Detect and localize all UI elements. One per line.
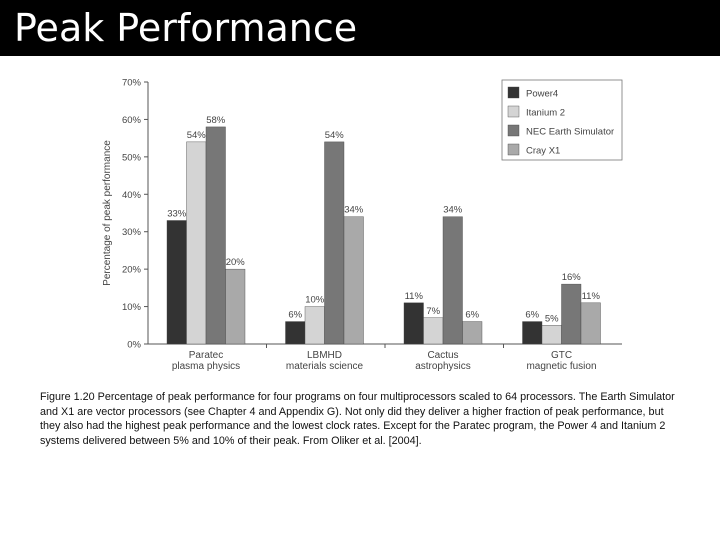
y-tick-label: 40% [122, 190, 142, 201]
bar [343, 216, 364, 345]
data-label: 34% [443, 205, 463, 216]
x-tick-label: magnetic fusion [526, 361, 596, 372]
bar [324, 141, 345, 345]
legend-swatch [507, 105, 520, 118]
x-tick-label: LBMHD [307, 350, 342, 361]
x-tick-label: plasma physics [172, 361, 240, 372]
data-label: 33% [167, 208, 187, 219]
data-label: 11% [582, 291, 601, 302]
y-tick-label: 30% [122, 227, 142, 238]
legend-swatch [507, 124, 520, 137]
y-tick-label: 20% [122, 265, 142, 276]
legend-label: Power4 [526, 89, 558, 100]
x-tick-label: Cactus [427, 350, 458, 361]
bar [442, 216, 463, 345]
legend-box [501, 79, 623, 161]
bar [205, 126, 226, 345]
bar [522, 321, 543, 345]
data-label: 5% [545, 313, 559, 324]
slide-title: Peak Performance [14, 6, 358, 50]
legend-swatch [507, 86, 520, 99]
bar [541, 325, 562, 345]
legend-label: Itanium 2 [526, 108, 565, 119]
data-label: 6% [525, 310, 539, 321]
data-label: 58% [206, 115, 226, 126]
data-label: 7% [426, 306, 440, 317]
x-tick-label: materials science [286, 361, 364, 372]
y-tick-label: 50% [122, 152, 142, 163]
y-tick-label: 10% [122, 302, 142, 313]
bar-chart: 0% 10% 20% 30% 40% 50% 60% 70% Percentage of pea… [102, 78, 623, 372]
data-label: 11% [405, 291, 424, 302]
data-label: 10% [305, 295, 325, 306]
y-tick-label: 60% [122, 115, 142, 126]
x-tick-label: astrophysics [415, 361, 471, 372]
x-tick-label: Paratec [189, 350, 223, 361]
bar [462, 321, 483, 345]
bar [561, 283, 582, 345]
bar [304, 306, 325, 345]
data-label: 54% [187, 130, 207, 141]
bar [403, 302, 424, 345]
legend-swatch [507, 143, 520, 156]
data-label: 16% [562, 272, 582, 283]
legend-label: Cray X1 [526, 146, 560, 157]
data-label: 20% [226, 257, 246, 268]
data-label: 54% [325, 130, 345, 141]
bar [225, 268, 246, 345]
data-label: 6% [465, 310, 479, 321]
bar [423, 317, 444, 345]
data-label: 6% [288, 310, 302, 321]
bar [580, 302, 601, 345]
title-bar: Peak Performance [0, 0, 720, 56]
legend-label: NEC Earth Simulator [526, 127, 614, 138]
x-tick-label: GTC [551, 350, 572, 361]
figure-caption: Figure 1.20 Percentage of peak performan… [40, 391, 675, 447]
bar [186, 141, 207, 345]
bar [166, 220, 187, 345]
y-tick-label: 70% [122, 78, 142, 89]
data-label: 34% [344, 205, 364, 216]
y-axis-label: Percentage of peak performance [102, 140, 113, 286]
y-tick-label: 0% [127, 340, 141, 351]
bar [285, 321, 306, 345]
